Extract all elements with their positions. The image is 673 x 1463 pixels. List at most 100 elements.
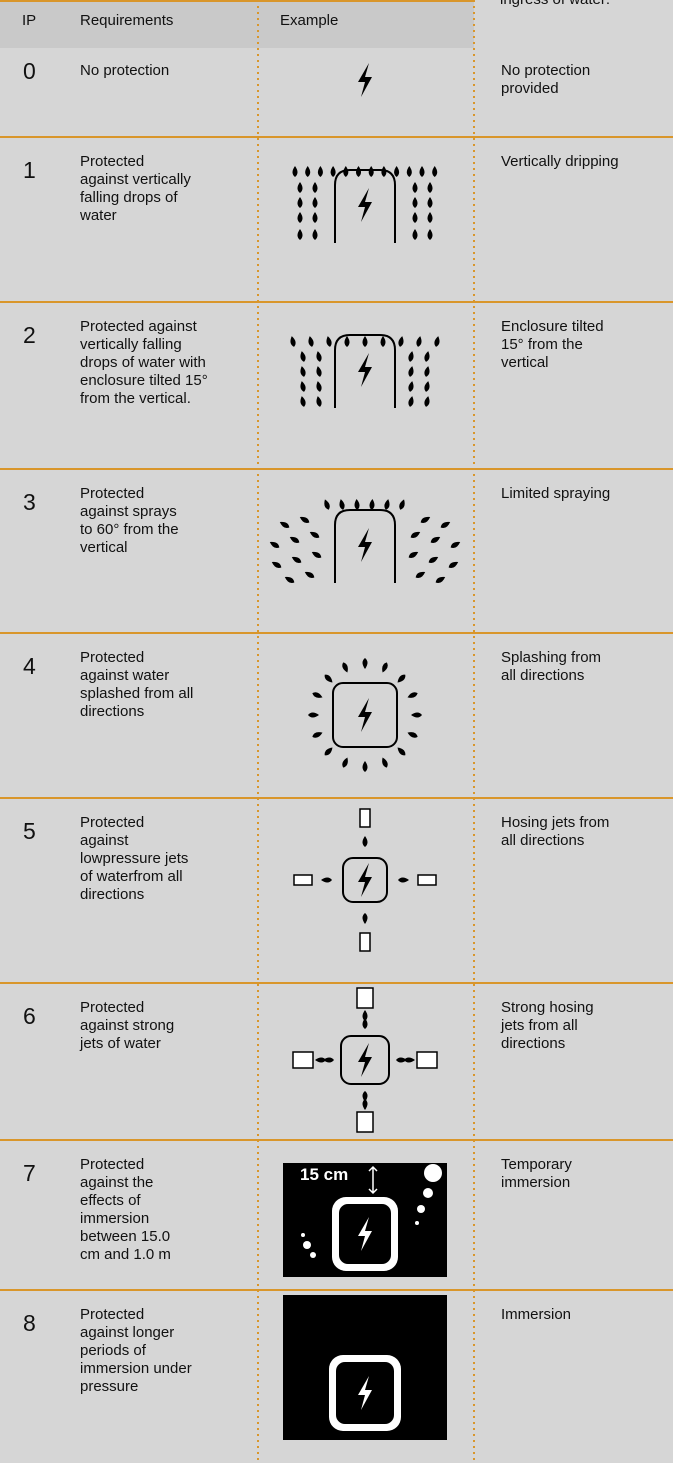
drop	[381, 166, 387, 177]
bolt	[358, 528, 372, 562]
drop	[289, 536, 300, 544]
drop	[312, 182, 318, 193]
drop	[269, 541, 280, 549]
drop	[428, 556, 439, 564]
drop	[304, 571, 315, 579]
drop	[410, 531, 421, 539]
drop	[406, 166, 412, 177]
ip-number: 8	[23, 1310, 36, 1336]
drop	[427, 197, 433, 208]
bolt	[358, 698, 372, 732]
bolt	[358, 353, 372, 387]
drop	[432, 166, 438, 177]
bolt	[358, 1043, 372, 1077]
drop	[316, 366, 322, 377]
drop	[450, 541, 461, 549]
header-bg	[0, 0, 474, 48]
description: Temporary immersion	[501, 1156, 572, 1191]
drop	[297, 229, 303, 240]
drop	[362, 1010, 368, 1021]
ip-number: 3	[23, 489, 36, 515]
drop	[356, 166, 361, 177]
ip-number: 4	[23, 653, 36, 679]
ip-number: 0	[23, 58, 36, 84]
drop	[342, 662, 348, 673]
drop	[308, 712, 319, 718]
enclosure	[334, 169, 396, 243]
drop	[448, 561, 459, 569]
nozzle	[417, 874, 437, 886]
drop	[362, 836, 368, 847]
drop	[316, 396, 322, 407]
requirements: Protected against water splashed from al…	[80, 649, 194, 720]
description: Vertically dripping	[501, 153, 619, 170]
bubble	[415, 1221, 419, 1225]
drop	[362, 1018, 368, 1029]
drop	[408, 381, 414, 392]
description: No protection provided	[501, 62, 591, 97]
drop	[415, 571, 426, 579]
bolt	[358, 63, 372, 97]
drop	[396, 1057, 407, 1063]
drop	[343, 166, 349, 177]
drop	[404, 1057, 415, 1063]
requirements: Protected against sprays to 60° from the…	[80, 485, 179, 556]
drop	[290, 336, 296, 347]
bubble	[310, 1252, 316, 1258]
drop	[412, 182, 418, 193]
drop	[408, 366, 414, 377]
enclosure	[340, 1035, 390, 1085]
drop	[316, 351, 322, 362]
enclosure	[334, 334, 396, 408]
drop	[316, 381, 322, 392]
drop	[312, 692, 323, 698]
enclosure	[342, 857, 388, 903]
drop	[297, 212, 303, 223]
drop	[424, 381, 430, 392]
header-example: Example	[280, 12, 339, 29]
drop	[326, 336, 332, 347]
drop	[427, 182, 433, 193]
drop	[292, 166, 298, 177]
bubble	[303, 1241, 311, 1249]
drop	[412, 229, 418, 240]
ip-number: 5	[23, 818, 36, 844]
header-requirements: Requirements	[80, 12, 174, 29]
nozzle	[356, 1111, 374, 1133]
drop	[271, 561, 282, 569]
drop	[330, 166, 336, 177]
drop	[399, 499, 405, 510]
requirements: Protected against lowpressure jets of wa…	[80, 814, 189, 903]
drop	[408, 551, 419, 559]
drop	[344, 336, 350, 347]
drop	[297, 197, 303, 208]
requirements: Protected against vertically falling dro…	[80, 318, 208, 407]
description: Enclosure tilted 15° from the vertical	[501, 318, 604, 371]
drop	[312, 229, 318, 240]
drop	[362, 913, 368, 924]
drop	[398, 336, 404, 347]
ip-number: 6	[23, 1003, 36, 1029]
drop	[408, 396, 414, 407]
bubble	[417, 1205, 425, 1213]
bolt	[358, 863, 372, 897]
drop	[339, 499, 345, 510]
drop	[362, 761, 368, 772]
requirements: Protected against strong jets of water	[80, 999, 175, 1052]
nozzle	[293, 874, 313, 886]
description: Strong hosing jets from all directions	[501, 999, 594, 1052]
drop	[300, 381, 306, 392]
drop	[407, 692, 418, 698]
drop	[380, 336, 386, 347]
drop	[317, 166, 323, 177]
drop	[300, 351, 306, 362]
nozzle	[416, 1051, 438, 1069]
drop	[424, 366, 430, 377]
drop	[311, 551, 322, 559]
bubble	[301, 1233, 305, 1237]
requirements: No protection	[80, 62, 170, 79]
requirements: Protected against vertically falling dro…	[80, 153, 191, 224]
drop	[369, 499, 375, 510]
